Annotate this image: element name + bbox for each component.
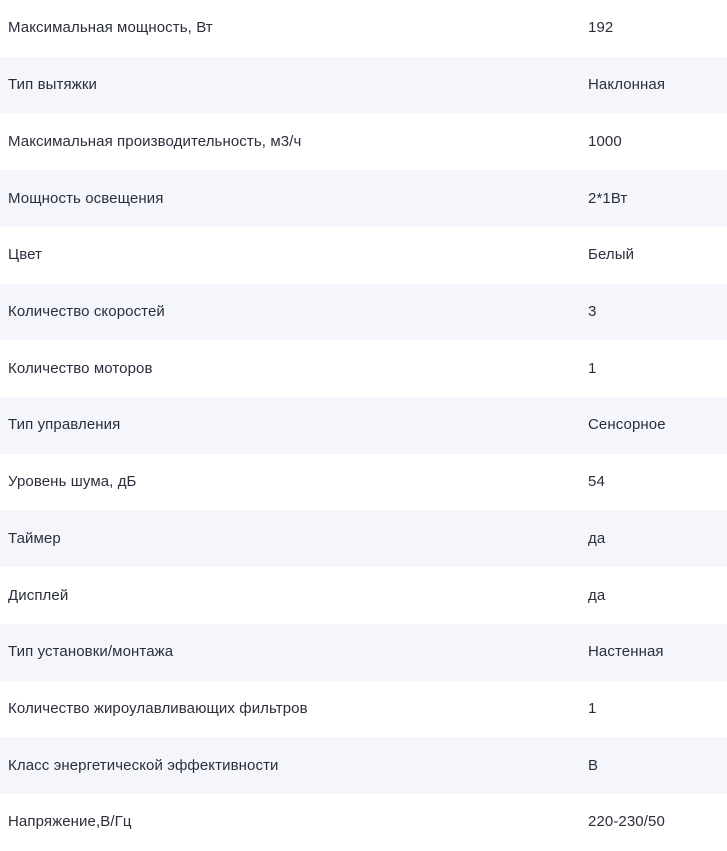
spec-value: Белый [588,246,635,264]
spec-value: Настенная [588,643,664,661]
spec-label: Тип установки/монтажа [8,643,174,661]
spec-row: Тип вытяжки Наклонная [0,56,727,114]
spec-row: Тип управления Сенсорное [0,397,727,454]
spec-row: Класс энергетической эффективности B [0,737,727,795]
spec-value: Наклонная [588,76,666,94]
spec-row: Таймер да [0,510,727,568]
spec-row: Дисплей да [0,567,727,624]
spec-row: Тип установки/монтажа Настенная [0,623,727,681]
spec-value: да [588,529,606,547]
spec-value: 1 [588,699,597,717]
spec-label: Тип управления [8,416,121,434]
spec-label: Таймер [8,529,61,547]
spec-label: Мощность освещения [8,189,164,207]
spec-row: Уровень шума, дБ 54 [0,453,727,511]
spec-value: 192 [588,19,614,37]
spec-value: 3 [588,302,597,320]
spec-value: да [588,586,606,604]
spec-label: Напряжение,В/Гц [8,813,132,831]
spec-row: Количество жироулавливающих фильтров 1 [0,680,727,738]
spec-label: Максимальная производительность, м3/ч [8,132,302,150]
spec-value: 220-230/50 [588,813,665,831]
spec-value: 54 [588,473,605,491]
spec-label: Тип вытяжки [8,76,97,94]
spec-row: Напряжение,В/Гц 220-230/50 [0,794,727,851]
spec-row: Мощность освещения 2*1Вт [0,170,727,227]
spec-row: Цвет Белый [0,226,727,284]
spec-value: 2*1Вт [588,189,628,207]
spec-row: Количество скоростей 3 [0,283,727,341]
spec-row: Количество моторов 1 [0,340,727,398]
spec-label: Класс энергетической эффективности [8,756,279,774]
spec-value: Сенсорное [588,416,666,434]
spec-label: Цвет [8,246,43,264]
spec-label: Количество жироулавливающих фильтров [8,699,308,717]
spec-row: Максимальная мощность, Вт 192 [0,0,727,57]
spec-value: B [588,756,599,774]
spec-label: Дисплей [8,586,69,604]
spec-label: Уровень шума, дБ [8,473,137,491]
spec-row: Максимальная производительность, м3/ч 100… [0,113,727,171]
spec-value: 1 [588,359,597,377]
spec-value: 1000 [588,132,622,150]
spec-label: Максимальная мощность, Вт [8,19,213,37]
spec-label: Количество моторов [8,359,153,377]
spec-label: Количество скоростей [8,302,165,320]
